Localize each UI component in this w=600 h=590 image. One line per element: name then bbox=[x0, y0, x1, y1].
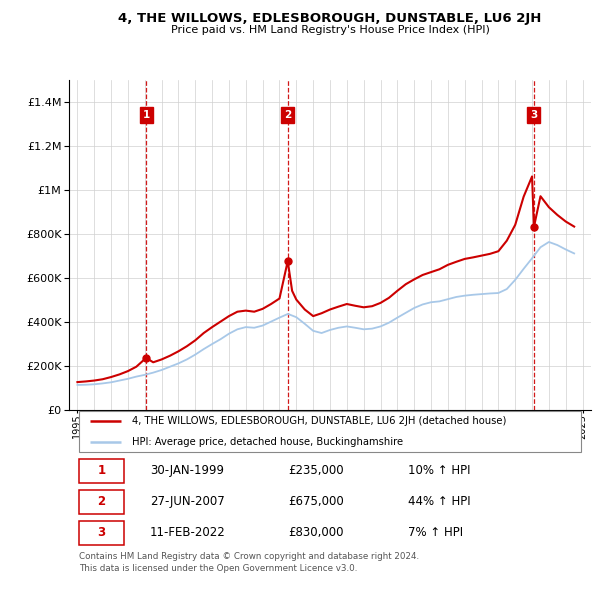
Text: 3: 3 bbox=[530, 110, 538, 120]
Text: 1: 1 bbox=[142, 110, 150, 120]
Text: 3: 3 bbox=[98, 526, 106, 539]
Text: Price paid vs. HM Land Registry's House Price Index (HPI): Price paid vs. HM Land Registry's House … bbox=[170, 25, 490, 35]
FancyBboxPatch shape bbox=[79, 490, 124, 513]
FancyBboxPatch shape bbox=[79, 522, 124, 545]
Text: 2: 2 bbox=[98, 496, 106, 509]
Text: 11-FEB-2022: 11-FEB-2022 bbox=[150, 526, 226, 539]
Text: 30-JAN-1999: 30-JAN-1999 bbox=[150, 464, 224, 477]
Text: Contains HM Land Registry data © Crown copyright and database right 2024.
This d: Contains HM Land Registry data © Crown c… bbox=[79, 552, 419, 573]
Text: 4, THE WILLOWS, EDLESBOROUGH, DUNSTABLE, LU6 2JH: 4, THE WILLOWS, EDLESBOROUGH, DUNSTABLE,… bbox=[118, 12, 542, 25]
FancyBboxPatch shape bbox=[79, 460, 124, 483]
Text: 4, THE WILLOWS, EDLESBOROUGH, DUNSTABLE, LU6 2JH (detached house): 4, THE WILLOWS, EDLESBOROUGH, DUNSTABLE,… bbox=[131, 417, 506, 427]
FancyBboxPatch shape bbox=[79, 411, 581, 452]
Text: £235,000: £235,000 bbox=[288, 464, 344, 477]
Text: 7% ↑ HPI: 7% ↑ HPI bbox=[409, 526, 463, 539]
Text: 27-JUN-2007: 27-JUN-2007 bbox=[150, 496, 224, 509]
Text: 1: 1 bbox=[98, 464, 106, 477]
Text: 10% ↑ HPI: 10% ↑ HPI bbox=[409, 464, 471, 477]
Text: 44% ↑ HPI: 44% ↑ HPI bbox=[409, 496, 471, 509]
Text: 2: 2 bbox=[284, 110, 292, 120]
Text: HPI: Average price, detached house, Buckinghamshire: HPI: Average price, detached house, Buck… bbox=[131, 437, 403, 447]
Text: £675,000: £675,000 bbox=[288, 496, 344, 509]
Text: £830,000: £830,000 bbox=[288, 526, 344, 539]
